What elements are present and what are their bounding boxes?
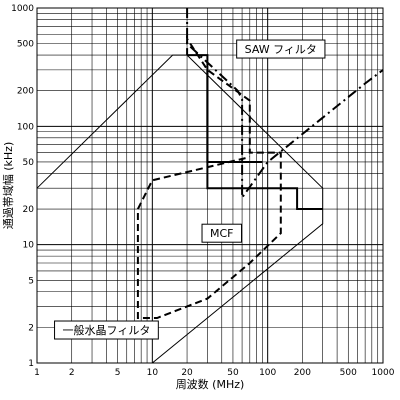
x-tick-label: 5	[115, 368, 121, 378]
saw-filter-label-box	[236, 39, 326, 59]
tick-labels: 1 2 5 10 20 50 100 200 500 1000 1 2 5 10 20 50 100 200 500…	[11, 4, 395, 378]
x-tick-label: 1	[34, 368, 40, 378]
crystal-filter-label-box	[54, 320, 159, 340]
x-tick-label: 2	[69, 368, 75, 378]
y-tick-label: 1000	[11, 4, 34, 14]
x-tick-label: 100	[259, 368, 276, 378]
y-tick-label: 20	[23, 205, 35, 215]
series-line-5	[186, 8, 384, 201]
mcf-label-text: MCF	[210, 227, 234, 240]
grid	[36, 8, 383, 364]
saw-filter-label-text: SAW フィルタ	[245, 43, 317, 56]
y-tick-label: 10	[23, 241, 35, 251]
series-layer	[36, 8, 384, 364]
mcf-label-box	[201, 223, 243, 243]
annotations: SAW フィルタ MCF 一般水晶フィルタ	[54, 39, 326, 340]
crystal-filter-label-text: 一般水晶フィルタ	[63, 324, 151, 337]
y-tick-label: 100	[17, 122, 34, 132]
y-axis-title: 通過帯域幅 (kHz)	[2, 142, 15, 230]
series-line-1	[36, 54, 324, 364]
y-tick-label: 1	[28, 359, 34, 369]
x-tick-label: 50	[227, 368, 239, 378]
y-tick-label: 5	[28, 276, 34, 286]
plot-frame	[36, 7, 384, 364]
y-tick-label: 200	[17, 87, 34, 97]
x-tick-label: 10	[147, 368, 159, 378]
x-tick-label: 1000	[372, 368, 395, 378]
y-tick-label: 500	[17, 40, 34, 50]
series-line-3	[187, 54, 263, 163]
crystal-filter-label: 一般水晶フィルタ	[54, 320, 159, 340]
x-tick-label: 200	[294, 368, 311, 378]
x-tick-label: 500	[340, 368, 357, 378]
y-tick-label: 50	[23, 158, 35, 168]
mcf-label: MCF	[201, 223, 243, 243]
series-line-4	[136, 35, 282, 319]
x-tick-label: 20	[181, 368, 193, 378]
y-tick-label: 2	[28, 323, 34, 333]
x-axis-title: 周波数 (MHz)	[176, 378, 245, 391]
saw-filter-label: SAW フィルタ	[236, 39, 326, 59]
